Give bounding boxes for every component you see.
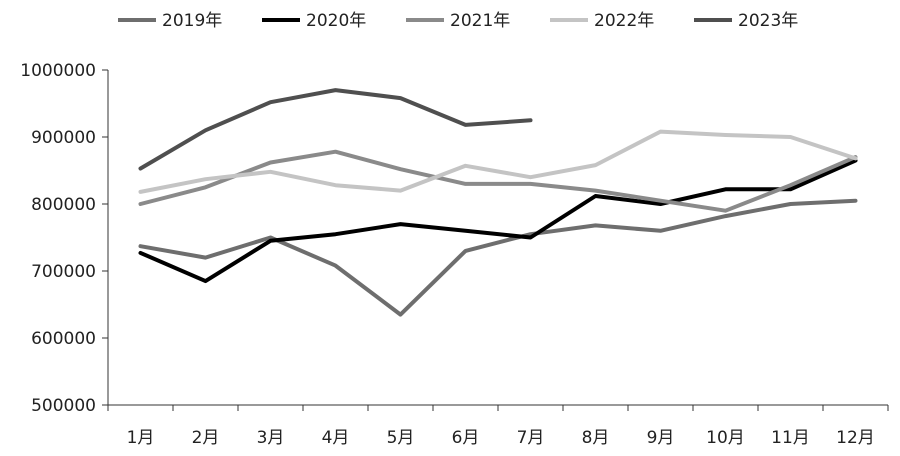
data-point <box>725 188 726 190</box>
y-tick-label: 600000 <box>31 329 96 349</box>
series-line <box>138 149 858 213</box>
legend-label: 2021年 <box>450 11 510 31</box>
data-point <box>465 165 466 167</box>
data-point <box>790 184 791 186</box>
x-tick-label: 8月 <box>582 428 610 448</box>
data-point <box>660 131 661 133</box>
y-tick-label: 900000 <box>31 128 96 148</box>
data-point <box>790 203 791 205</box>
series-line <box>138 198 858 317</box>
y-axis: 500000 600000 700000 800000 900000 1000000 <box>20 61 109 416</box>
data-point <box>465 230 466 232</box>
data-point <box>335 265 336 267</box>
legend-label: 2019年 <box>162 11 222 31</box>
data-point <box>140 191 141 193</box>
x-tick-label: 11月 <box>771 428 810 448</box>
data-point <box>140 168 141 169</box>
series-2019年 <box>138 198 858 317</box>
plot-area <box>138 88 858 317</box>
data-point <box>205 186 206 188</box>
data-point <box>270 101 271 103</box>
data-point <box>270 237 271 238</box>
legend-item: 2023年 <box>694 11 798 31</box>
data-point <box>400 314 401 316</box>
data-point <box>205 257 206 259</box>
data-point <box>725 210 726 212</box>
data-point <box>660 230 661 232</box>
data-point <box>725 134 726 136</box>
data-point <box>855 157 856 159</box>
data-point <box>530 183 531 185</box>
data-point <box>335 233 336 235</box>
data-point <box>660 200 661 202</box>
data-point <box>530 176 531 178</box>
data-point <box>660 203 661 205</box>
data-point <box>140 203 141 205</box>
x-tick-label: 12月 <box>836 428 875 448</box>
data-point <box>400 190 401 192</box>
series-2020年 <box>138 158 858 284</box>
data-point <box>595 224 596 226</box>
y-tick-label: 500000 <box>31 396 96 416</box>
data-point <box>595 164 596 166</box>
data-point <box>270 162 271 163</box>
data-point <box>465 124 466 126</box>
x-tick-label: 1月 <box>127 428 155 448</box>
legend-label: 2023年 <box>738 11 798 31</box>
x-tick-label: 4月 <box>322 428 350 448</box>
legend-item: 2022年 <box>550 11 654 31</box>
data-point <box>530 119 531 121</box>
data-point <box>465 250 466 252</box>
legend-item: 2021年 <box>406 11 510 31</box>
series-line <box>138 129 858 194</box>
data-point <box>205 129 206 131</box>
x-tick-label: 10月 <box>706 428 745 448</box>
x-tick-label: 7月 <box>517 428 545 448</box>
data-point <box>400 97 401 99</box>
y-tick-label: 800000 <box>31 195 96 215</box>
series-2023年 <box>138 88 533 171</box>
data-point <box>335 89 336 91</box>
data-point <box>335 184 336 186</box>
series-2022年 <box>138 129 858 194</box>
x-tick-label: 3月 <box>257 428 285 448</box>
legend-item: 2019年 <box>118 11 222 31</box>
data-point <box>335 151 336 153</box>
data-point <box>465 183 466 185</box>
legend-label: 2022年 <box>594 11 654 31</box>
data-point <box>595 195 596 197</box>
series-line <box>138 88 533 171</box>
x-tick-label: 6月 <box>452 428 480 448</box>
data-point <box>855 200 856 202</box>
data-point <box>790 188 791 190</box>
data-point <box>270 171 271 173</box>
series-2021年 <box>138 149 858 213</box>
x-tick-label: 2月 <box>192 428 220 448</box>
legend-label: 2020年 <box>306 11 366 31</box>
y-tick-label: 700000 <box>31 262 96 282</box>
data-point <box>140 245 141 247</box>
legend-item: 2020年 <box>262 11 366 31</box>
x-tick-label: 5月 <box>387 428 415 448</box>
data-point <box>790 136 791 138</box>
x-axis: 1月 2月 3月 4月 5月 6月 7月 8月 9月 10月 11月 12月 <box>107 404 889 448</box>
series-line <box>138 158 858 284</box>
data-point <box>400 168 401 170</box>
data-point <box>140 252 141 254</box>
legend: 2019年 2020年 2021年 2022年 2023年 <box>118 11 798 31</box>
data-point <box>725 215 726 217</box>
y-tick-label: 1000000 <box>20 61 96 81</box>
data-point <box>595 190 596 192</box>
data-point <box>530 237 531 238</box>
data-point <box>530 233 531 235</box>
data-point <box>400 223 401 225</box>
x-tick-label: 9月 <box>647 428 675 448</box>
data-point <box>205 178 206 180</box>
data-point <box>270 240 271 242</box>
data-point <box>205 280 206 282</box>
